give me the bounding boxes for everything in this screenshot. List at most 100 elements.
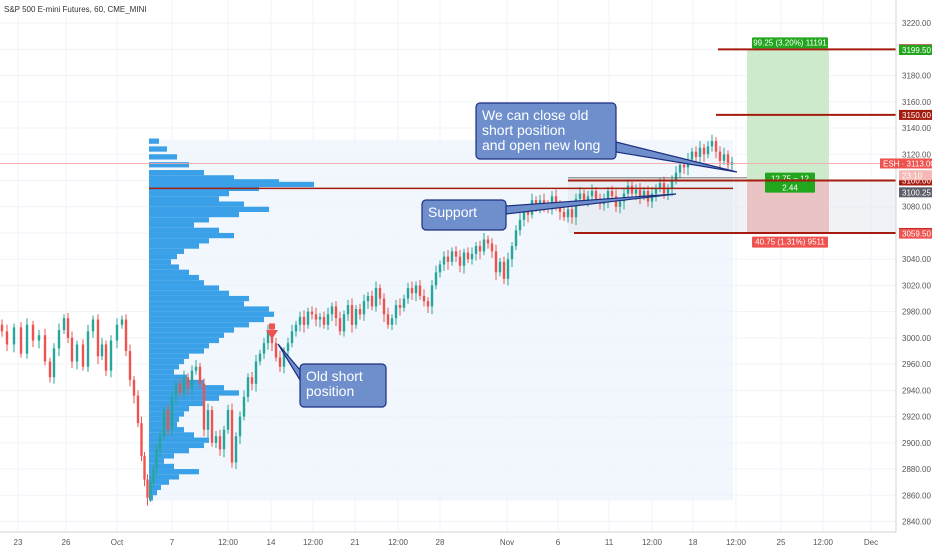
axis-tag: 3059.50 [902, 230, 931, 239]
volume-profile-row [149, 248, 184, 254]
candle-body [710, 141, 714, 147]
candle-body [570, 209, 574, 218]
candle-body [43, 335, 47, 362]
candle-body [562, 211, 566, 218]
candle-body [266, 331, 270, 344]
volume-profile-row [149, 322, 249, 328]
callout-line: We can close old [482, 107, 588, 123]
price-levels[interactable] [0, 48, 896, 234]
candle-body [282, 351, 286, 367]
volume-profile-row [149, 217, 209, 223]
candle-body [152, 469, 155, 483]
callout-box [299, 363, 387, 408]
price-axis[interactable]: 2840.00 2860.00 2880.00 2900.00 2920.00 2940.… [895, 0, 932, 532]
candle-body [198, 366, 202, 384]
candle-body [418, 285, 422, 296]
time-tick-label: 26 [62, 538, 71, 547]
time-tick-label: 18 [689, 538, 698, 547]
candle-body [66, 318, 70, 338]
time-tick-label: 12:00 [388, 538, 409, 547]
candle-body [434, 272, 438, 286]
candle-body [5, 331, 9, 345]
volume-profile-row [149, 364, 179, 370]
candle-body [618, 201, 622, 207]
callout-line: Old short [306, 368, 363, 384]
candle-body [574, 198, 578, 218]
target-label-bg [752, 37, 828, 49]
candle-body [258, 353, 262, 362]
candle-body [322, 316, 326, 325]
volume-profile-row [149, 442, 204, 449]
candle-body [254, 361, 258, 384]
axis-tag: ESH · 3113.00 [883, 159, 932, 168]
stop-label-bg [752, 236, 828, 248]
level-tag: 3100.00 [902, 177, 931, 186]
candle-body [149, 482, 152, 498]
candle-body [426, 301, 430, 307]
time-axis[interactable]: 23 26 Oct 7 12:00 14 12:00 21 12:00 28 Nov 6 11 12:00… [0, 531, 896, 547]
callout-line: Support [428, 204, 477, 220]
volume-profile-row [149, 285, 219, 291]
candle-body [143, 455, 146, 480]
target-label: 99.25 (3.20%) 11191 [753, 38, 827, 47]
volume-profile-row [149, 374, 187, 380]
candle-body [136, 395, 140, 424]
time-tick-label: 23 [14, 538, 23, 547]
candle-body [714, 141, 718, 152]
time-tick-label: 28 [436, 538, 445, 547]
callout-box [421, 199, 507, 231]
candle-body [362, 301, 366, 315]
candle-body [31, 324, 35, 341]
volume-profile-row [149, 232, 234, 239]
candle-body [510, 246, 514, 260]
candle-body [190, 370, 194, 388]
candle-body [242, 396, 246, 417]
candle-body [246, 377, 250, 397]
candle-body [466, 252, 470, 260]
volume-profile-row [149, 162, 189, 168]
candle-body [19, 327, 23, 354]
candle-body [350, 305, 354, 325]
price-tick-label: 2920.00 [902, 413, 931, 422]
candle-body [48, 361, 52, 378]
candle-body [182, 377, 186, 393]
price-tick-label: 3140.00 [902, 124, 931, 133]
candle-body [398, 305, 402, 308]
time-tick-label: 12:00 [642, 538, 663, 547]
candle-body [386, 314, 390, 325]
volume-profile-row [149, 390, 239, 396]
axis-tag: 3199.50 [902, 46, 931, 55]
candle-body [366, 295, 370, 302]
volume-profile-row [149, 238, 209, 244]
volume-profile-row [149, 311, 274, 317]
volume-profile-row [149, 353, 189, 359]
candle-body [542, 200, 546, 205]
volume-profile-row [149, 222, 194, 228]
volume-profile-row [149, 490, 157, 496]
volume-profile-row [149, 290, 229, 296]
volume-profile-row [149, 448, 189, 454]
candle-body [590, 190, 594, 197]
candle-body [486, 239, 490, 244]
candle-body [226, 410, 230, 430]
candle-body [446, 256, 450, 262]
candle-body [654, 188, 658, 194]
candle-body [120, 319, 124, 325]
price-tick-label: 2980.00 [902, 308, 931, 317]
candle-body [12, 327, 16, 345]
price-tick-label: 3040.00 [902, 255, 931, 264]
candle-body [462, 252, 466, 266]
volume-profile-row [149, 253, 177, 260]
candle-body [274, 343, 278, 358]
candle-body [290, 331, 294, 344]
time-tick-label: 6 [556, 538, 561, 547]
candle-body [370, 295, 374, 307]
candle-body [86, 331, 90, 367]
candle-body [57, 330, 61, 349]
candle-body [670, 180, 674, 189]
candle-body [162, 410, 166, 437]
price-tick-label: 3020.00 [902, 281, 931, 290]
